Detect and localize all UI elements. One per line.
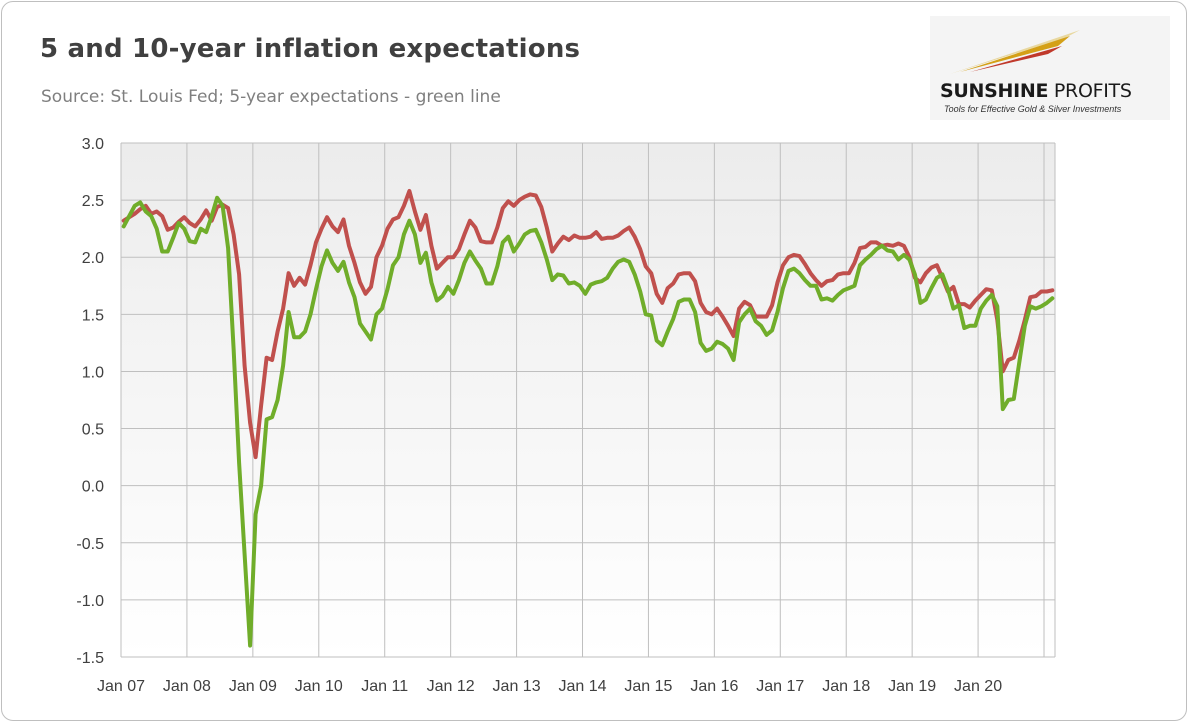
y-tick-label: 1.5 [82,307,104,324]
series-line-5-year [121,195,1055,648]
x-tick-label: Jan 10 [295,678,343,695]
x-tick-label: Jan 07 [97,678,145,695]
x-tick-label: Jan 09 [229,678,277,695]
x-tick-label: Jan 19 [888,678,936,695]
x-tick-label: Jan 08 [163,678,211,695]
x-tick-label: Jan 14 [558,678,606,695]
y-tick-label: -1.5 [76,650,104,667]
logo-ray-red [970,46,1062,72]
x-tick-label: Jan 15 [624,678,672,695]
sunshine-profits-logo: SUNSHINE PROFITS Tools for Effective Gol… [930,16,1170,120]
x-tick-label: Jan 18 [822,678,870,695]
logo-background [930,16,1170,120]
x-axis-tick-labels: Jan 07 Jan 08 Jan 09 Jan 10 Jan 11 Jan 12 Jan … [97,678,1002,695]
y-tick-label: 2.0 [82,250,104,267]
y-tick-label: 1.0 [82,364,104,381]
y-axis-tick-labels: 3.0 2.5 2.0 1.5 1.0 0.5 0.0 -0.5 -1.0 -1.5 [76,136,104,667]
x-tick-label: Jan 13 [493,678,541,695]
y-tick-label: -1.0 [76,593,104,610]
logo-ray-light [950,30,1080,74]
y-tick-label: 3.0 [82,136,104,153]
logo-word-profits: PROFITS [1048,80,1132,102]
x-tick-label: Jan 16 [690,678,738,695]
y-tick-label: 2.5 [82,193,104,210]
chart-title: 5 and 10-year inflation expectations [40,34,581,64]
y-tick-label: 0.5 [82,422,104,439]
y-tick-label: -0.5 [76,536,104,553]
x-tick-label: Jan 20 [954,678,1002,695]
y-tick-label: 0.0 [82,479,104,496]
logo-tagline: Tools for Effective Gold & Silver Invest… [944,104,1122,114]
logo-wordmark: SUNSHINE PROFITS [940,80,1132,102]
logo-word-sunshine: SUNSHINE [940,80,1049,102]
logo-swoosh-icon [950,30,1080,74]
vertical-gridlines [120,143,1056,657]
logo-ray-gold [960,36,1070,72]
series-line-10-year [121,189,1055,460]
chart-subtitle: Source: St. Louis Fed; 5-year expectatio… [41,87,501,107]
x-tick-label: Jan 17 [756,678,804,695]
x-tick-label: Jan 12 [427,678,475,695]
x-tick-label: Jan 11 [361,678,408,695]
series-lines [121,189,1055,648]
